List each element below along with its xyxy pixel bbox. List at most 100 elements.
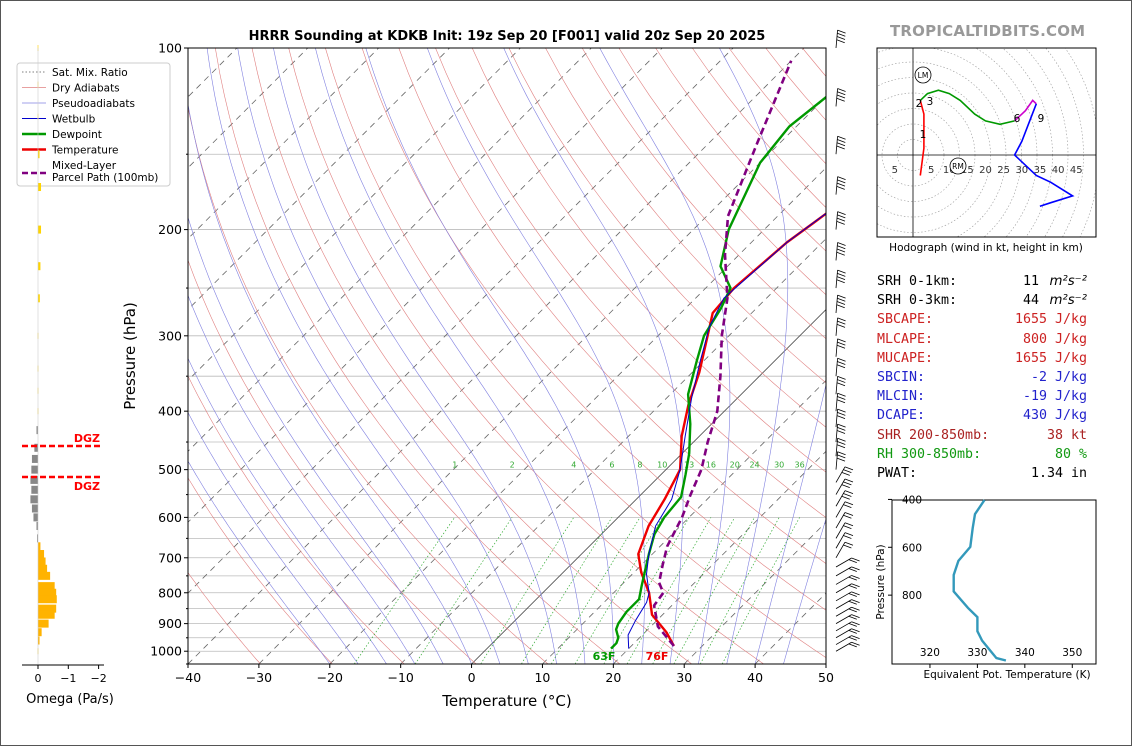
- indices-table: m²s⁻² SRH 0-1km: 11 m²s⁻² SRH 0-3km: 44 SBCAPE…: [877, 272, 1087, 483]
- wind-barb-flag: [851, 566, 860, 571]
- series-wetbulb: [627, 212, 826, 649]
- pseudoadiabat: [599, 48, 731, 664]
- mixing-ratio-label: 36: [795, 461, 805, 470]
- skewt-y-axis-label: Pressure (hPa): [121, 302, 139, 410]
- theta-e-y-tick-label: 600: [902, 542, 922, 554]
- pseudoadiabat: [503, 48, 684, 664]
- pseudoadiabat: [188, 216, 444, 664]
- omega-bar: [31, 454, 38, 463]
- wind-barb-flag: [836, 444, 846, 449]
- wind-barb-flag: [836, 217, 846, 222]
- omega-bar: [31, 465, 38, 474]
- wind-barb-flag: [836, 142, 846, 147]
- wind-barb-flag: [836, 220, 845, 225]
- dry-adiabat: [288, 48, 764, 664]
- wind-barb: [835, 591, 852, 602]
- mixing-ratio-label: 16: [706, 461, 716, 470]
- y-tick-label: 200: [158, 222, 182, 237]
- wind-barb-flag: [851, 599, 860, 604]
- dry-adiabat: [508, 48, 826, 428]
- index-label: MLCAPE:: [877, 331, 934, 347]
- wind-barb-flag: [844, 541, 854, 546]
- legend-label: Dewpoint: [52, 129, 102, 141]
- index-label: SRH 0-3km:: [877, 293, 958, 309]
- legend-label: Dry Adiabats: [52, 83, 120, 95]
- wind-barb: [835, 409, 838, 428]
- wind-barb-flag: [837, 357, 846, 362]
- dry-adiabat: [188, 105, 549, 664]
- y-tick-label: 900: [158, 616, 182, 631]
- hodograph-tick-label: 5: [892, 165, 898, 176]
- index-value: 1655 J/kg: [1014, 312, 1087, 328]
- wind-barb-flag: [848, 643, 857, 648]
- index-label: SBCAPE:: [877, 312, 934, 328]
- wind-barb-flag: [837, 454, 846, 459]
- hodograph-tick-label: 25: [997, 165, 1010, 176]
- index-value: 800 J/kg: [1022, 331, 1087, 347]
- wind-barb: [835, 466, 846, 483]
- dgz-label: DGZ: [74, 432, 100, 445]
- wind-barb-flag: [836, 182, 846, 187]
- wind-barb-flag: [837, 294, 846, 299]
- theta-e-x-tick-label: 340: [1015, 647, 1035, 659]
- index-row: MUCAPE: 1655 J/kg: [877, 349, 1087, 368]
- omega-bar: [38, 150, 40, 159]
- mixing-ratio-line: [721, 517, 800, 664]
- pseudoadiabat: [783, 517, 826, 664]
- surface-dewpoint-label: 63F: [593, 650, 616, 663]
- pseudoadiabat: [427, 48, 646, 664]
- wind-barb-flag: [841, 472, 850, 476]
- isotherm: [188, 48, 734, 594]
- wind-barb-flag: [848, 585, 857, 589]
- mixing-ratio-label: 24: [749, 461, 759, 470]
- dry-adiabat: [398, 48, 826, 564]
- omega-bar: [36, 426, 38, 435]
- dgz-label: DGZ: [74, 480, 100, 493]
- wind-barb-flag: [836, 304, 845, 309]
- pseudoadiabat: [365, 48, 614, 664]
- pseudoadiabat: [754, 383, 826, 664]
- wind-barb-flag: [836, 39, 845, 44]
- wind-barb-flag: [837, 139, 846, 143]
- hodograph-trace: [1013, 103, 1075, 207]
- wind-barb-flag: [844, 532, 854, 537]
- index-label: MUCAPE:: [877, 350, 934, 366]
- wind-barb: [835, 317, 838, 336]
- surface-temperature-label: 76F: [646, 650, 669, 663]
- omega-tick-label: −1: [60, 672, 76, 685]
- wind-barb-flag: [843, 469, 852, 474]
- hodograph-tick-label: 20: [979, 165, 992, 176]
- hodograph-marker-label: RM: [952, 162, 964, 171]
- wind-barb-flag: [836, 344, 846, 349]
- wind-barb-flag: [843, 544, 852, 549]
- wind-barb-flag: [844, 512, 854, 516]
- theta-e-x-tick-label: 320: [920, 647, 940, 659]
- wind-barb: [835, 270, 838, 289]
- wind-barb-flag: [837, 317, 846, 322]
- wind-barb-flag: [848, 568, 857, 572]
- wind-barb-flag: [837, 411, 846, 416]
- wind-barb: [835, 606, 852, 617]
- wind-barb-flag: [843, 525, 852, 529]
- mixing-ratio-label: 6: [609, 461, 614, 470]
- pseudoadiabat: [206, 48, 501, 664]
- omega-bar: [37, 534, 38, 543]
- omega-bar: [38, 225, 42, 234]
- wind-barb: [835, 557, 852, 568]
- mixing-ratio-line: [354, 517, 455, 664]
- omega-bar: [38, 571, 51, 580]
- index-row: MLCIN: -19 J/kg: [877, 387, 1087, 406]
- wind-barb: [835, 614, 852, 624]
- omega-bar: [38, 610, 55, 619]
- theta-e-x-axis-label: Equivalent Pot. Temperature (K): [923, 669, 1090, 681]
- omega-bar: [31, 504, 38, 513]
- wind-barb-flag: [837, 32, 846, 37]
- series-dewpoint: [610, 95, 826, 650]
- wind-barb-flag: [837, 272, 846, 277]
- pseudoadiabat: [273, 48, 557, 664]
- omega-bar: [38, 564, 48, 573]
- dry-adiabat: [361, 48, 826, 611]
- wind-barb-flag: [837, 297, 846, 302]
- dry-adiabat: [581, 48, 826, 340]
- dry-adiabat: [545, 48, 826, 384]
